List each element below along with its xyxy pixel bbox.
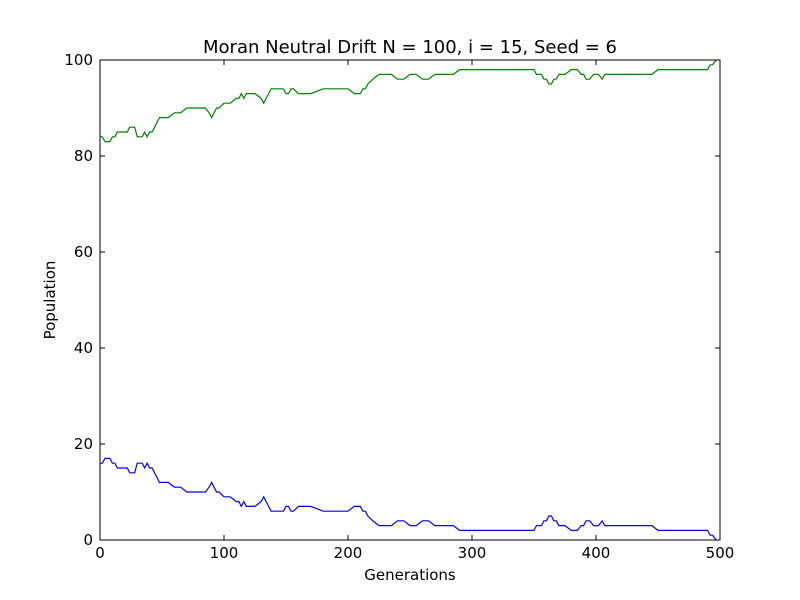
x-tick-label: 0 [95, 544, 105, 562]
y-tick-label: 40 [74, 339, 93, 357]
plot-frame [99, 59, 721, 541]
y-tick-label: 20 [74, 435, 93, 453]
chart-title: Moran Neutral Drift N = 100, i = 15, See… [203, 37, 617, 58]
series-layer [100, 59, 717, 541]
series-line-1 [100, 457, 717, 541]
series-line-2 [100, 59, 717, 143]
x-axis-label: Generations [364, 566, 456, 584]
y-tick-label: 60 [74, 243, 93, 261]
y-tick-label: 100 [64, 51, 93, 69]
y-tick-label: 0 [83, 531, 93, 549]
y-tick-label: 80 [74, 147, 93, 165]
x-tick-label: 500 [706, 544, 735, 562]
x-tick-label: 200 [334, 544, 363, 562]
x-tick-label: 100 [210, 544, 239, 562]
y-axis-label: Population [41, 261, 59, 340]
x-tick-label: 300 [458, 544, 487, 562]
plot-area [100, 60, 720, 540]
x-tick-label: 400 [582, 544, 611, 562]
